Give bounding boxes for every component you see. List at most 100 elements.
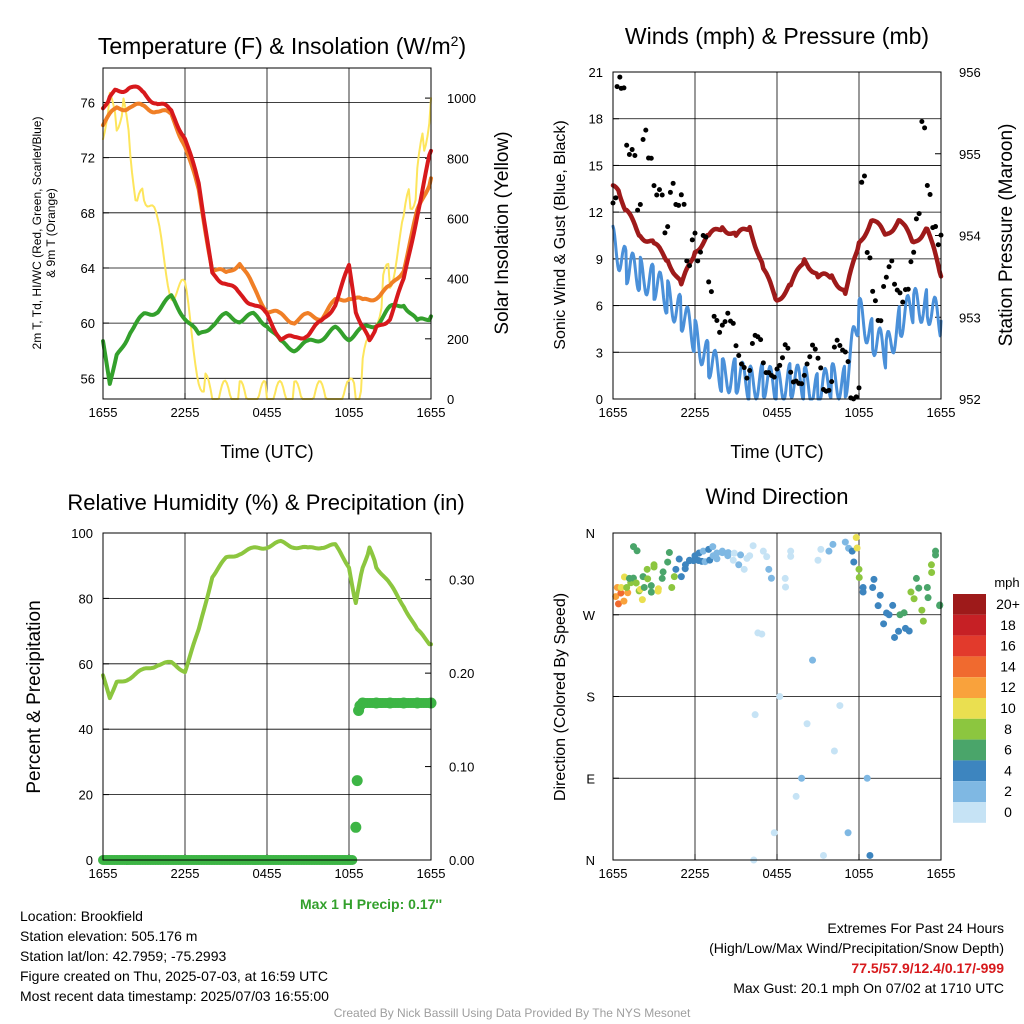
- direction-point: [709, 543, 717, 551]
- dir-xtick-label: 2255: [681, 866, 710, 881]
- dir-xtick-label: 1055: [845, 866, 874, 881]
- direction-point: [836, 702, 844, 710]
- pressure-line: [610, 183, 944, 303]
- gust-point: [922, 125, 928, 131]
- gust-point: [810, 342, 816, 348]
- direction-point: [874, 602, 882, 610]
- direction-point: [659, 568, 667, 576]
- speed-legend-title: mph: [994, 575, 1019, 590]
- station-info: Location: Brookfield Station elevation: …: [20, 906, 329, 1006]
- wind-chart-title: Winds (mph) & Pressure (mb): [625, 23, 929, 49]
- gust-point: [804, 361, 810, 367]
- wind-xaxis-label: Time (UTC): [730, 442, 823, 462]
- gust-point: [826, 387, 832, 393]
- gust-point: [722, 319, 728, 325]
- pressure-ytick-label: 954: [959, 229, 981, 244]
- direction-point: [758, 630, 766, 638]
- pressure-ytick-label: 952: [959, 392, 981, 407]
- gust-point: [714, 318, 720, 324]
- direction-point: [759, 547, 767, 555]
- temp-ylabel-line2: & 9m T (Orange): [44, 188, 58, 278]
- dir-ytick-label: N: [586, 526, 595, 541]
- direction-point: [675, 555, 683, 563]
- location-text: Location: Brookfield: [20, 908, 143, 924]
- direction-point: [699, 547, 707, 555]
- direction-point: [912, 574, 920, 582]
- direction-point: [668, 584, 676, 591]
- pressure-ytick-label: 955: [959, 147, 981, 162]
- speed-legend-swatch: [953, 760, 986, 782]
- gust-point: [788, 369, 794, 375]
- direction-point: [620, 597, 628, 605]
- direction-point: [782, 583, 790, 591]
- rh-yaxis-label: Percent & Precipitation: [24, 600, 45, 793]
- gust-point: [681, 201, 687, 207]
- gust-point: [651, 183, 657, 189]
- direction-point: [866, 851, 874, 859]
- gust-point: [676, 202, 682, 208]
- temp-ytick-label: 76: [81, 95, 95, 110]
- title-superscript: 2: [451, 33, 459, 49]
- gust-point: [621, 85, 627, 91]
- wind-ytick-label: 0: [596, 392, 603, 407]
- elevation-text: Station elevation: 505.176 m: [20, 928, 198, 944]
- wind-ytick-label: 3: [596, 345, 603, 360]
- direction-point: [647, 582, 655, 590]
- direction-point: [640, 583, 648, 591]
- temp-ytick-label: 60: [81, 316, 95, 331]
- gust-point: [749, 341, 755, 347]
- gust-point: [640, 136, 646, 142]
- rh-chart-title: Relative Humidity (%) & Precipitation (i…: [67, 490, 464, 515]
- speed-legend-label: 4: [1004, 762, 1012, 778]
- direction-point: [859, 588, 867, 596]
- wind-xtick-label: 1655: [927, 405, 956, 420]
- gust-point: [656, 187, 662, 193]
- wind-yaxis-label: Sonic Wind & Gust (Blue, Black): [552, 120, 569, 349]
- direction-point: [923, 584, 931, 591]
- gust-point: [614, 84, 620, 90]
- speed-legend-label: 8: [1004, 721, 1012, 737]
- rh-ytick-label: 20: [79, 788, 93, 803]
- gust-point: [897, 290, 903, 296]
- temp-xtick-label: 0455: [253, 405, 282, 420]
- gust-point: [632, 152, 638, 158]
- direction-point: [751, 711, 759, 719]
- temp-ytick-label: 56: [81, 371, 95, 386]
- gust-point: [736, 353, 742, 359]
- direction-point: [910, 595, 918, 603]
- direction-point: [891, 633, 899, 641]
- gust-point: [678, 192, 684, 198]
- gust-point: [706, 279, 712, 285]
- speed-legend-swatch: [953, 656, 986, 678]
- wind-ytick-label: 18: [589, 112, 603, 127]
- direction-point: [624, 589, 632, 597]
- gust-point: [799, 381, 805, 387]
- direction-point: [830, 747, 838, 755]
- gust-point: [665, 224, 671, 230]
- direction-point: [900, 609, 908, 617]
- insolation-ytick-label: 800: [447, 151, 469, 166]
- direction-point: [664, 558, 672, 566]
- direction-point: [829, 540, 837, 548]
- direction-point: [876, 591, 884, 599]
- direction-point: [885, 611, 893, 619]
- gust-point: [738, 361, 744, 367]
- gust-point: [626, 152, 632, 158]
- direction-point: [787, 552, 795, 560]
- speed-legend-swatch: [953, 718, 986, 740]
- direction-point: [654, 585, 662, 593]
- temp-series-line: [101, 84, 433, 343]
- temp-chart-title: Temperature (F) & Insolation (W/m2): [98, 33, 466, 59]
- gust-point: [807, 354, 813, 360]
- wind-ytick-label: 15: [589, 158, 603, 173]
- gust-point: [812, 346, 818, 352]
- rh-plot-frame: [102, 532, 432, 861]
- direction-point: [730, 549, 738, 557]
- direction-point: [869, 584, 877, 591]
- gust-point: [919, 118, 925, 124]
- temp-ytick-label: 68: [81, 206, 95, 221]
- direction-point: [713, 555, 721, 563]
- direction-point: [928, 568, 936, 576]
- gust-point: [861, 173, 867, 179]
- gust-point: [829, 379, 835, 385]
